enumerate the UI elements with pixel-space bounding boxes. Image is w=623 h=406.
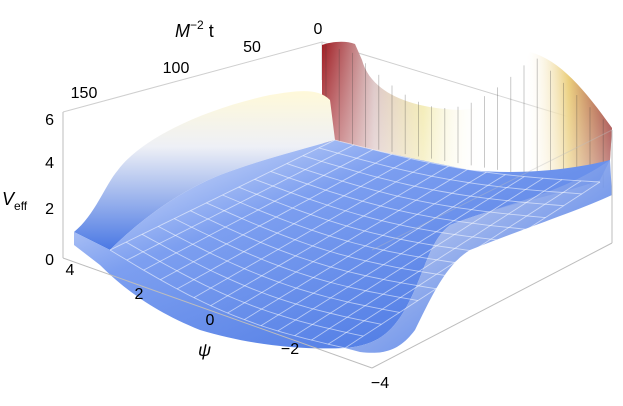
t-axis-title: M−2 t [175,18,214,41]
z-tick-label: 4 [45,155,54,172]
mesh-line-psi [344,181,601,349]
mesh-line-psi [109,139,336,251]
surface-mesh [109,139,601,349]
psi-axis-title: ψ [198,340,211,360]
psi-tick-label: −2 [281,341,299,358]
t-tick-label: 100 [163,60,190,77]
z-tick-label: 6 [45,112,54,129]
surface-left-wall [74,91,335,251]
z-axis-title: Veff [2,189,28,213]
mesh-line-psi [126,144,355,261]
psi-tick-label: −4 [371,375,389,392]
mesh-line-psi [244,171,487,320]
mesh-line-psi [210,165,449,306]
mesh-line-psi [294,177,544,337]
psi-tick-label: 2 [135,286,144,303]
t-tick-label: 50 [243,39,261,56]
t-axis: 0 50 100 150 M−2 t [71,18,323,102]
mesh-line-psi [260,174,506,326]
z-tick-label: 2 [45,201,54,218]
mesh-line-psi [327,180,582,345]
mesh-line-psi [311,179,563,341]
t-tick-label: 150 [71,85,98,102]
plot-box-front [62,112,613,369]
t-tick-label: 0 [314,21,323,38]
z-axis: 0 2 4 6 Veff [2,112,54,269]
mesh-line-psi [277,176,525,332]
mesh-line-psi [143,149,374,271]
mesh-line-psi [176,158,411,290]
mesh-line-psi [227,169,468,314]
psi-axis: 4 2 0 −2 −4 ψ [66,262,390,392]
psi-tick-label: 4 [66,262,75,279]
mesh-line-psi [160,153,393,281]
psi-tick-label: 0 [206,312,215,329]
z-tick-label: 0 [45,252,54,269]
mesh-line-psi [193,162,430,298]
